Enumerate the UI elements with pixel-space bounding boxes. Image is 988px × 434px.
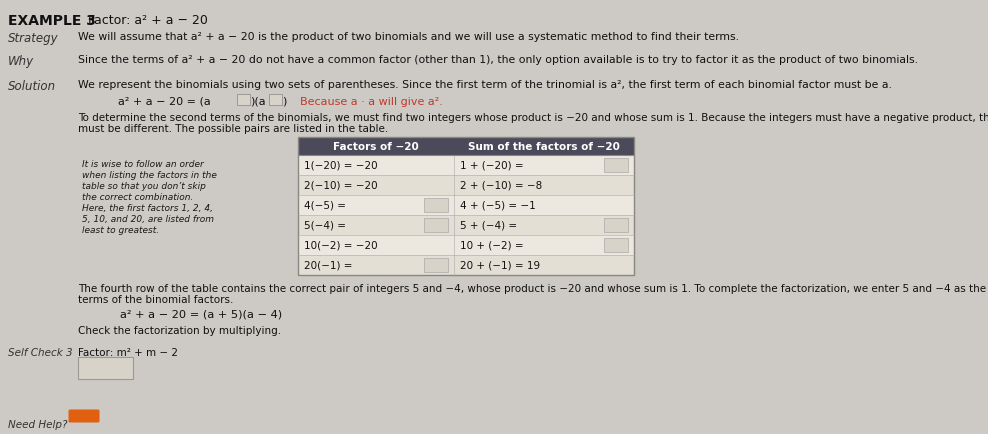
- Text: Need Help?: Need Help?: [8, 419, 67, 429]
- Bar: [298, 236, 634, 256]
- Text: Sum of the factors of −20: Sum of the factors of −20: [468, 141, 619, 151]
- Text: must be different. The possible pairs are listed in the table.: must be different. The possible pairs ar…: [78, 124, 388, 134]
- Bar: [298, 176, 634, 196]
- Text: We will assume that a² + a − 20 is the product of two binomials and we will use : We will assume that a² + a − 20 is the p…: [78, 32, 739, 42]
- Text: least to greatest.: least to greatest.: [82, 226, 159, 234]
- Bar: [269, 95, 282, 106]
- Text: when listing the factors in the: when listing the factors in the: [82, 171, 217, 180]
- Text: a² + a − 20 = (a + 5)(a − 4): a² + a − 20 = (a + 5)(a − 4): [120, 309, 283, 319]
- Bar: [298, 156, 634, 176]
- Bar: [604, 218, 628, 233]
- Text: 10(−2) = −20: 10(−2) = −20: [304, 240, 377, 250]
- Text: 4(−5) =: 4(−5) =: [304, 201, 346, 210]
- Text: 1 + (−20) =: 1 + (−20) =: [460, 161, 524, 171]
- Text: 1(−20) = −20: 1(−20) = −20: [304, 161, 377, 171]
- Bar: [237, 95, 250, 106]
- Text: Factors of −20: Factors of −20: [333, 141, 419, 151]
- Bar: [424, 198, 448, 213]
- Text: 2(−10) = −20: 2(−10) = −20: [304, 181, 377, 191]
- Bar: [298, 138, 634, 275]
- FancyBboxPatch shape: [68, 410, 100, 423]
- Text: EXAMPLE 3: EXAMPLE 3: [8, 14, 96, 28]
- Text: Factor: m² + m − 2: Factor: m² + m − 2: [78, 347, 178, 357]
- Text: The fourth row of the table contains the correct pair of integers 5 and −4, whos: The fourth row of the table contains the…: [78, 283, 988, 293]
- Text: 4 + (−5) = −1: 4 + (−5) = −1: [460, 201, 535, 210]
- Text: Because a · a will give a².: Because a · a will give a².: [300, 97, 443, 107]
- Text: terms of the binomial factors.: terms of the binomial factors.: [78, 294, 233, 304]
- Bar: [78, 357, 133, 379]
- Text: 5 + (−4) =: 5 + (−4) =: [460, 220, 517, 230]
- Bar: [298, 196, 634, 216]
- Text: 20(−1) =: 20(−1) =: [304, 260, 353, 270]
- Text: To determine the second terms of the binomials, we must find two integers whose : To determine the second terms of the bin…: [78, 113, 988, 123]
- Text: We represent the binomials using two sets of parentheses. Since the first term o: We represent the binomials using two set…: [78, 80, 892, 90]
- Bar: [298, 138, 634, 156]
- Text: Solution: Solution: [8, 80, 56, 93]
- Text: Factor: a² + a − 20: Factor: a² + a − 20: [88, 14, 207, 27]
- Bar: [424, 258, 448, 273]
- Text: 20 + (−1) = 19: 20 + (−1) = 19: [460, 260, 540, 270]
- Text: 2 + (−10) = −8: 2 + (−10) = −8: [460, 181, 542, 191]
- Text: table so that you don’t skip: table so that you don’t skip: [82, 181, 206, 191]
- Text: the correct combination.: the correct combination.: [82, 193, 194, 201]
- Text: Here, the first factors 1, 2, 4,: Here, the first factors 1, 2, 4,: [82, 204, 213, 213]
- Text: Why: Why: [8, 55, 35, 68]
- Bar: [298, 256, 634, 275]
- Text: a² + a − 20 = (a: a² + a − 20 = (a: [118, 97, 210, 107]
- Bar: [604, 159, 628, 173]
- Text: ): ): [282, 97, 287, 107]
- Bar: [298, 216, 634, 236]
- Text: It is wise to follow an order: It is wise to follow an order: [82, 160, 204, 169]
- Bar: [604, 238, 628, 253]
- Text: 5, 10, and 20, are listed from: 5, 10, and 20, are listed from: [82, 214, 214, 224]
- Text: 5(−4) =: 5(−4) =: [304, 220, 346, 230]
- Text: 10 + (−2) =: 10 + (−2) =: [460, 240, 524, 250]
- Text: Since the terms of a² + a − 20 do not have a common factor (other than 1), the o: Since the terms of a² + a − 20 do not ha…: [78, 55, 918, 65]
- Text: Self Check 3: Self Check 3: [8, 347, 73, 357]
- Text: )(a: )(a: [250, 97, 266, 107]
- Text: Strategy: Strategy: [8, 32, 58, 45]
- Text: Check the factorization by multiplying.: Check the factorization by multiplying.: [78, 325, 282, 335]
- Bar: [424, 218, 448, 233]
